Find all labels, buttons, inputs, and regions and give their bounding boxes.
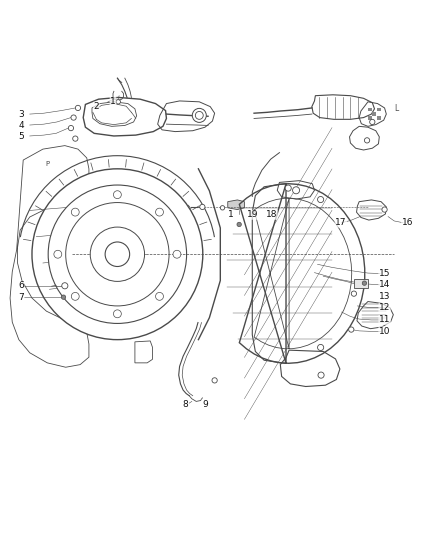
Bar	[372, 112, 376, 116]
Circle shape	[362, 281, 367, 285]
Text: 6: 6	[18, 281, 24, 290]
Circle shape	[105, 242, 130, 266]
Circle shape	[318, 344, 324, 351]
Circle shape	[318, 372, 324, 378]
Text: 18: 18	[266, 211, 277, 219]
Bar	[368, 108, 372, 111]
Circle shape	[351, 291, 357, 296]
Circle shape	[200, 204, 205, 209]
Circle shape	[54, 251, 62, 258]
Circle shape	[71, 293, 79, 300]
Bar	[368, 116, 372, 120]
Text: 8: 8	[182, 400, 188, 409]
Text: 10: 10	[379, 327, 390, 336]
Circle shape	[349, 327, 354, 332]
Text: 4: 4	[18, 121, 24, 130]
Text: 15: 15	[379, 269, 390, 278]
Circle shape	[32, 169, 203, 340]
Text: 13: 13	[379, 292, 390, 301]
Text: 19: 19	[247, 211, 259, 219]
Text: 14: 14	[379, 280, 390, 289]
Text: 3: 3	[18, 110, 24, 118]
Circle shape	[71, 115, 76, 120]
Circle shape	[237, 222, 241, 227]
Circle shape	[220, 206, 225, 210]
Circle shape	[293, 187, 300, 194]
Circle shape	[71, 208, 79, 216]
Circle shape	[116, 100, 120, 104]
Circle shape	[48, 185, 187, 324]
Bar	[354, 279, 368, 288]
Circle shape	[75, 106, 81, 110]
Text: 1: 1	[228, 211, 234, 219]
Text: 11: 11	[379, 316, 390, 325]
Circle shape	[62, 282, 68, 289]
Text: 5: 5	[18, 132, 24, 141]
Circle shape	[66, 203, 169, 306]
Circle shape	[285, 185, 291, 191]
Bar	[377, 108, 381, 111]
Text: 1: 1	[110, 98, 116, 106]
Circle shape	[73, 136, 78, 141]
Circle shape	[90, 227, 145, 281]
Circle shape	[382, 207, 387, 212]
Polygon shape	[228, 200, 244, 209]
Text: 9: 9	[202, 400, 208, 408]
Circle shape	[113, 310, 121, 318]
Text: 17: 17	[335, 218, 346, 227]
Circle shape	[173, 251, 181, 258]
Circle shape	[155, 208, 163, 216]
Text: 12: 12	[379, 303, 390, 312]
Text: 2: 2	[94, 102, 99, 111]
Circle shape	[195, 111, 203, 119]
Circle shape	[212, 378, 217, 383]
Text: 7: 7	[18, 293, 24, 302]
Circle shape	[155, 293, 163, 300]
Text: L: L	[394, 104, 399, 114]
Bar	[377, 116, 381, 120]
Text: 16: 16	[402, 218, 413, 227]
Circle shape	[318, 197, 324, 203]
Circle shape	[61, 295, 66, 300]
Circle shape	[68, 125, 74, 131]
Circle shape	[113, 191, 121, 199]
Circle shape	[370, 119, 375, 125]
Text: P: P	[45, 161, 49, 167]
Circle shape	[364, 138, 370, 143]
Circle shape	[192, 108, 206, 123]
